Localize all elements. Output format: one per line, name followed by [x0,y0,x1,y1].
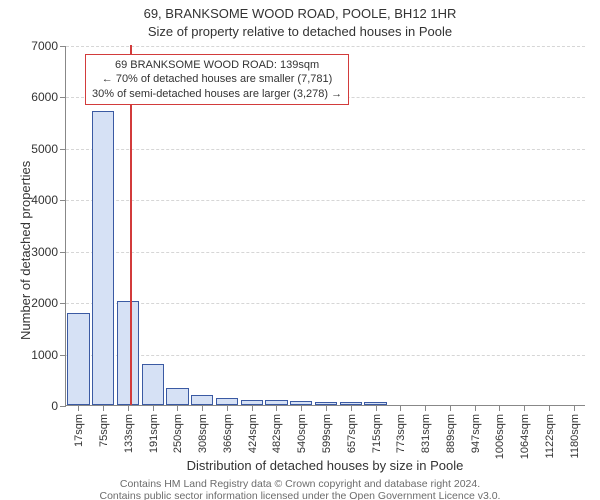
x-tick [524,405,525,411]
gridline [66,200,585,201]
x-tick-label: 657sqm [346,414,358,464]
x-tick [252,405,253,411]
y-tick [60,303,66,304]
y-tick-label: 2000 [0,296,58,310]
x-tick-label: 250sqm [172,414,184,464]
x-tick [400,405,401,411]
x-tick [450,405,451,411]
annotation-line: ← 70% of detached houses are smaller (7,… [92,72,342,86]
x-tick-label: 1064sqm [519,414,531,464]
x-tick-label: 831sqm [420,414,432,464]
y-tick [60,97,66,98]
histogram-bar [92,111,114,405]
gridline [66,303,585,304]
x-tick-label: 17sqm [73,414,85,464]
x-tick [326,405,327,411]
histogram-bar [166,388,188,405]
chart-container: 69, BRANKSOME WOOD ROAD, POOLE, BH12 1HR… [0,0,600,500]
y-tick [60,355,66,356]
x-tick [202,405,203,411]
annotation-box: 69 BRANKSOME WOOD ROAD: 139sqm← 70% of d… [85,54,349,105]
x-tick [153,405,154,411]
gridline [66,355,585,356]
x-tick [574,405,575,411]
x-tick-label: 75sqm [98,414,110,464]
x-tick-label: 308sqm [197,414,209,464]
gridline [66,149,585,150]
x-tick-label: 1006sqm [494,414,506,464]
x-tick-label: 773sqm [395,414,407,464]
y-tick-label: 1000 [0,348,58,362]
x-tick [376,405,377,411]
y-tick [60,252,66,253]
x-tick [475,405,476,411]
x-tick-label: 889sqm [445,414,457,464]
page-subtitle: Size of property relative to detached ho… [0,24,600,39]
x-tick-label: 1180sqm [569,414,581,464]
annotation-line: 69 BRANKSOME WOOD ROAD: 139sqm [92,58,342,72]
gridline [66,252,585,253]
footer-line-2: Contains public sector information licen… [0,490,600,500]
footer-line-1: Contains HM Land Registry data © Crown c… [0,478,600,490]
x-tick [227,405,228,411]
y-tick [60,46,66,47]
page-address-title: 69, BRANKSOME WOOD ROAD, POOLE, BH12 1HR [0,6,600,21]
x-tick-label: 191sqm [148,414,160,464]
y-tick-label: 3000 [0,245,58,259]
x-tick-label: 540sqm [296,414,308,464]
x-tick [128,405,129,411]
x-tick-label: 1122sqm [544,414,556,464]
x-tick-label: 715sqm [371,414,383,464]
x-tick [499,405,500,411]
x-tick-label: 599sqm [321,414,333,464]
x-tick [351,405,352,411]
x-tick [425,405,426,411]
histogram-bar [117,301,139,405]
x-tick-label: 482sqm [271,414,283,464]
annotation-line: 30% of semi-detached houses are larger (… [92,87,342,101]
x-tick-label: 947sqm [470,414,482,464]
x-tick [549,405,550,411]
y-tick-label: 7000 [0,39,58,53]
gridline [66,46,585,47]
x-tick [276,405,277,411]
y-tick [60,200,66,201]
x-tick-label: 133sqm [123,414,135,464]
y-tick [60,149,66,150]
y-tick-label: 6000 [0,90,58,104]
histogram-bar [67,313,89,405]
histogram-bar [191,395,213,405]
y-tick-label: 5000 [0,142,58,156]
x-tick [103,405,104,411]
x-tick [78,405,79,411]
y-tick-label: 0 [0,399,58,413]
x-tick-label: 366sqm [222,414,234,464]
x-tick [177,405,178,411]
x-tick [301,405,302,411]
histogram-bar [142,364,164,405]
x-tick-label: 424sqm [247,414,259,464]
histogram-bar [216,398,238,405]
y-tick-label: 4000 [0,193,58,207]
y-tick [60,406,66,407]
